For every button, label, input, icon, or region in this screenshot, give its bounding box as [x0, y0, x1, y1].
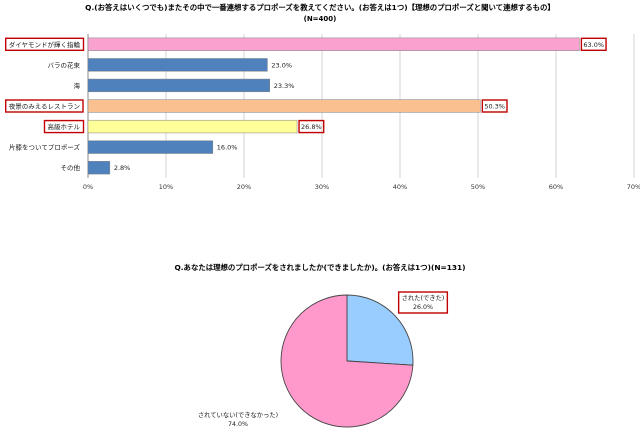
value-label: 23.3% — [274, 82, 295, 90]
bar — [87, 58, 268, 72]
category-label: 海 — [74, 81, 81, 90]
x-tick-label: 60% — [549, 183, 563, 191]
x-tick-label: 70% — [627, 183, 640, 191]
value-label: 26.8% — [301, 123, 322, 131]
value-label: 2.8% — [114, 164, 131, 172]
x-tick-label: 10% — [159, 183, 173, 191]
x-tick-label: 40% — [393, 183, 407, 191]
slice-highlight-box — [397, 291, 449, 314]
slice-label: されていない(できなかった) — [198, 411, 278, 419]
bar — [87, 140, 214, 154]
category-label: バラの花束 — [48, 60, 81, 69]
value-highlight-box — [481, 99, 508, 113]
x-tick-label: 50% — [471, 183, 485, 191]
x-tick-label: 30% — [315, 183, 329, 191]
slice-value-label: 74.0% — [228, 421, 248, 428]
value-highlight-box — [580, 37, 607, 51]
pie-slice — [346, 294, 414, 366]
category-label: 片膝をついてプロポーズ — [9, 143, 80, 152]
pie-slice — [280, 294, 414, 428]
value-label: 16.0% — [217, 144, 238, 152]
category-highlight-box — [43, 119, 85, 134]
bar — [87, 37, 580, 51]
category-label: その他 — [61, 163, 81, 172]
value-label: 63.0% — [583, 41, 604, 49]
category-highlight-box — [4, 99, 84, 113]
bar-chart: Q.(お答えはいくつでも)またその中で一番連想するプロポーズを教えてください。(… — [4, 3, 640, 191]
value-label: 23.0% — [271, 61, 292, 69]
category-highlight-box — [4, 37, 85, 51]
pie-chart-title: Q.あなたは理想のプロポーズをされましたか(できましたか)。(お答えは1つ)(N… — [174, 263, 465, 272]
category-label: ダイヤモンドが輝く指輪 — [9, 40, 81, 49]
category-label: 夜景のみえるレストラン — [9, 102, 80, 111]
bar — [87, 161, 111, 175]
x-tick-label: 0% — [83, 183, 93, 191]
value-highlight-box — [298, 119, 325, 134]
slice-value-label: 26.0% — [413, 304, 433, 311]
bar — [87, 78, 270, 93]
value-label: 50.3% — [484, 103, 505, 111]
x-tick-label: 20% — [237, 183, 251, 191]
bar — [87, 119, 298, 134]
bar-chart-title: Q.(お答えはいくつでも)またその中で一番連想するプロポーズを教えてください。(… — [85, 3, 555, 12]
bar-chart-subtitle: (N=400) — [304, 15, 337, 23]
category-label: 高級ホテル — [48, 122, 81, 131]
bar — [87, 99, 481, 113]
slice-label: された(できた) — [402, 294, 445, 302]
